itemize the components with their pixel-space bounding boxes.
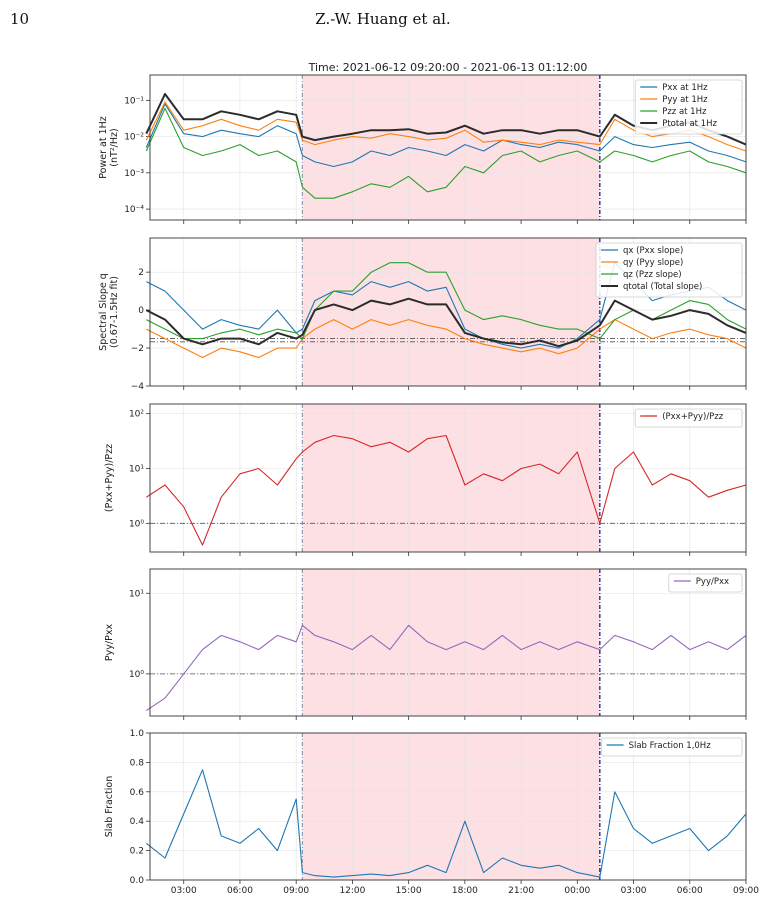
y-tick-label: −2: [131, 344, 144, 354]
figure-title: Time: 2021-06-12 09:20:00 - 2021-06-13 0…: [308, 61, 588, 74]
legend: (Pxx+Pyy)/Pzz: [634, 408, 743, 428]
event-interval-shade: [302, 569, 600, 716]
legend-box: [601, 737, 743, 757]
legend-label: Pyy/Pxx: [696, 577, 729, 587]
panel-5: 03:00 06:00 09:00 12:00 15:00 18:00 21:00 00:00…: [104, 729, 759, 896]
panel-4: 10¹ 10⁰ Pyy/Pxx Pyy/Pxx: [104, 568, 747, 720]
legend-label: Pyy at 1Hz: [662, 95, 708, 105]
y-tick-label: 1.0: [130, 729, 145, 739]
panel-3: 10² 10¹ 10⁰ (Pxx+Pyy)/Pzz (Pxx+Pyy)/Pzz: [104, 403, 747, 556]
y-tick-label: −4: [131, 382, 145, 392]
axes-frame: [149, 74, 747, 221]
legend-box: [668, 573, 743, 593]
event-interval-shade: [302, 75, 600, 220]
y-axis-label: (0.67-1.5Hz fit): [109, 276, 120, 348]
y-tick-label: 2: [138, 268, 144, 278]
y-tick-label: 10²: [129, 410, 144, 420]
x-tick-label: 00:00: [564, 886, 590, 896]
x-tick-label: 06:00: [227, 886, 253, 896]
y-axis-label: (Pxx+Pyy)/Pzz: [104, 444, 115, 512]
y-axis-label: Pyy/Pxx: [104, 624, 115, 662]
running-head: Z.-W. Huang et al.: [315, 10, 451, 28]
axes-frame: [149, 403, 747, 553]
y-axis-label: Slab Fraction: [104, 776, 115, 837]
legend-label: qz (Pzz slope): [623, 270, 682, 280]
legend-label: qy (Pyy slope): [623, 258, 683, 268]
legend-label: Pxx at 1Hz: [662, 83, 708, 93]
x-tick-label: 09:00: [733, 886, 759, 896]
series-line: [145, 107, 747, 199]
series-line: [145, 434, 747, 546]
y-tick-label: 10⁰: [129, 519, 144, 529]
series-line: [145, 624, 747, 712]
legend-box: [634, 408, 743, 428]
y-axis-label: (nT²/Hz): [109, 128, 120, 166]
legend: qx (Pxx slope) qy (Pyy slope) qz (Pzz slop…: [595, 242, 743, 298]
y-tick-label: 0.4: [130, 817, 145, 827]
y-tick-label: 0.8: [130, 758, 145, 768]
y-tick-label: 0.0: [130, 876, 145, 886]
x-tick-label: 09:00: [283, 886, 309, 896]
y-axis-label: Spectral Slope q: [98, 273, 109, 351]
legend: Pxx at 1Hz Pyy at 1Hz Pzz at 1Hz Ptotal at …: [634, 79, 743, 135]
legend-label: qx (Pxx slope): [623, 246, 683, 256]
axes-frame: [149, 237, 747, 387]
x-tick-label: 06:00: [677, 886, 703, 896]
legend: Pyy/Pxx: [668, 573, 743, 593]
x-tick-label: 03:00: [621, 886, 647, 896]
panel-2: 2 0 −2 −4 Spectral Slope q (0.67-1.5Hz fit) qx…: [98, 237, 747, 392]
axes-frame: [149, 732, 747, 881]
legend-label: Slab Fraction 1,0Hz: [629, 741, 712, 751]
x-tick-label: 15:00: [396, 886, 422, 896]
legend-label: qtotal (Total slope): [623, 282, 702, 292]
x-tick-label: 21:00: [508, 886, 534, 896]
x-tick-label: 12:00: [339, 886, 365, 896]
legend-box: [595, 242, 743, 298]
legend-label: Pzz at 1Hz: [662, 107, 707, 117]
panel-1: 10⁻¹ 10⁻² 10⁻³ 10⁻⁴ Power at 1Hz (nT²/Hz) Pxx …: [98, 74, 747, 224]
legend: Slab Fraction 1,0Hz: [601, 737, 743, 757]
legend-label: Ptotal at 1Hz: [662, 119, 717, 129]
y-tick-label: 0.2: [130, 847, 144, 857]
y-axis-label: Power at 1Hz: [98, 116, 109, 178]
series-line: [145, 297, 747, 348]
y-tick-label: 10¹: [129, 589, 144, 599]
series-line: [146, 319, 747, 359]
series-line: [145, 769, 747, 878]
y-tick-label: 10⁻¹: [124, 96, 144, 106]
y-tick-label: 10¹: [129, 464, 144, 474]
y-tick-label: 10⁻³: [124, 169, 144, 179]
y-tick-label: 10⁰: [129, 670, 144, 680]
x-tick-label: 03:00: [171, 886, 197, 896]
y-tick-label: 0: [138, 306, 144, 316]
axes-frame: [149, 568, 747, 717]
event-interval-shade: [302, 404, 600, 552]
series-line: [145, 103, 747, 168]
y-tick-label: 0.6: [130, 788, 145, 798]
event-interval-shade: [302, 733, 600, 880]
legend-box: [634, 79, 743, 135]
x-tick-label: 18:00: [452, 886, 478, 896]
y-tick-label: 10⁻²: [124, 133, 144, 143]
legend-label: (Pxx+Pyy)/Pzz: [662, 412, 724, 422]
y-tick-label: 10⁻⁴: [124, 205, 144, 215]
page-number: 10: [10, 10, 30, 28]
